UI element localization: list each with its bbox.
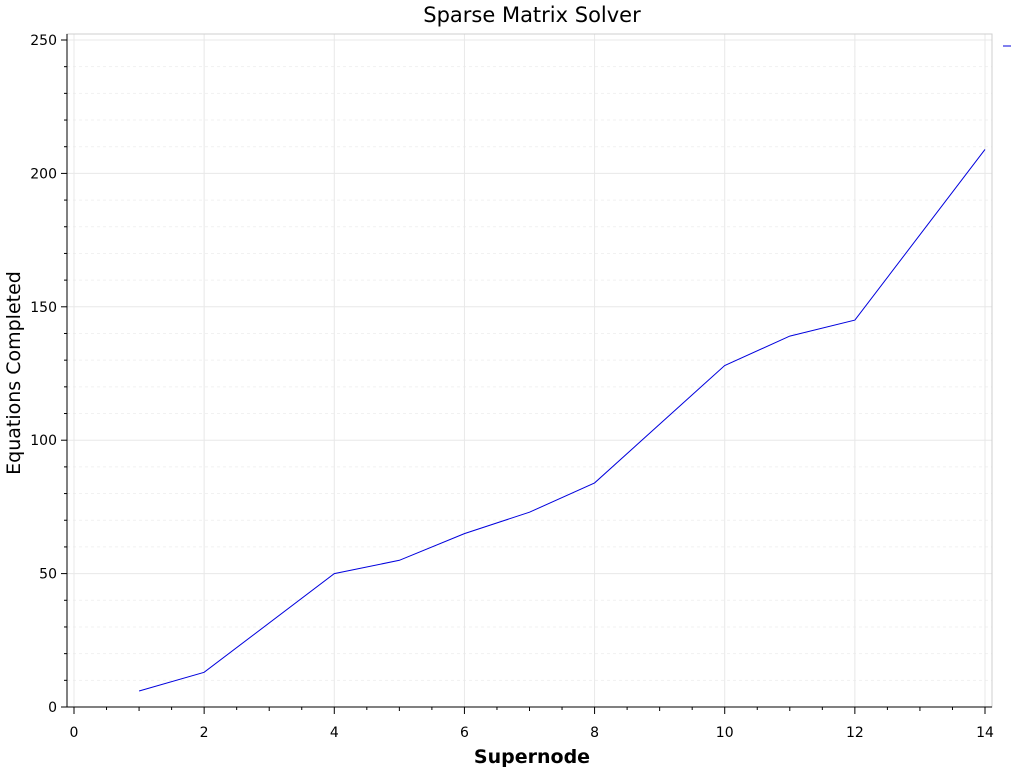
y-tick-label: 250 bbox=[30, 33, 57, 49]
x-tick-label: 6 bbox=[460, 725, 469, 741]
data-point bbox=[202, 670, 207, 675]
y-tick-label: 200 bbox=[30, 166, 57, 182]
x-tick-label: 8 bbox=[590, 725, 599, 741]
data-point bbox=[722, 363, 727, 368]
x-tick-label: 4 bbox=[330, 725, 339, 741]
data-point bbox=[852, 318, 857, 323]
x-tick-label: 14 bbox=[976, 725, 994, 741]
series-layer bbox=[137, 147, 988, 693]
data-point bbox=[397, 558, 402, 563]
series-line bbox=[138, 149, 986, 692]
data-point bbox=[137, 688, 142, 693]
data-point bbox=[462, 531, 467, 536]
x-tick-label: 10 bbox=[716, 725, 734, 741]
plot-frame bbox=[66, 33, 993, 708]
y-tick-label: 0 bbox=[48, 700, 57, 716]
y-tick-label: 150 bbox=[30, 300, 57, 316]
data-point bbox=[527, 510, 532, 515]
x-tick-label: 12 bbox=[846, 725, 864, 741]
data-point bbox=[592, 480, 597, 485]
data-point bbox=[983, 147, 988, 152]
grid bbox=[67, 34, 992, 708]
x-tick-label: 0 bbox=[70, 725, 79, 741]
y-axis-label: Equations Completed bbox=[3, 271, 25, 475]
y-tick-label: 100 bbox=[30, 433, 57, 449]
axes: 0 50 100 150 200 250 0 2 4 6 8 10 12 14 bbox=[30, 33, 994, 741]
x-tick-label: 2 bbox=[200, 725, 209, 741]
y-tick-label: 50 bbox=[39, 567, 57, 583]
data-point bbox=[787, 334, 792, 339]
x-axis-label: Supernode bbox=[474, 746, 590, 768]
chart-title: Sparse Matrix Solver bbox=[423, 3, 641, 27]
data-point bbox=[332, 571, 337, 576]
